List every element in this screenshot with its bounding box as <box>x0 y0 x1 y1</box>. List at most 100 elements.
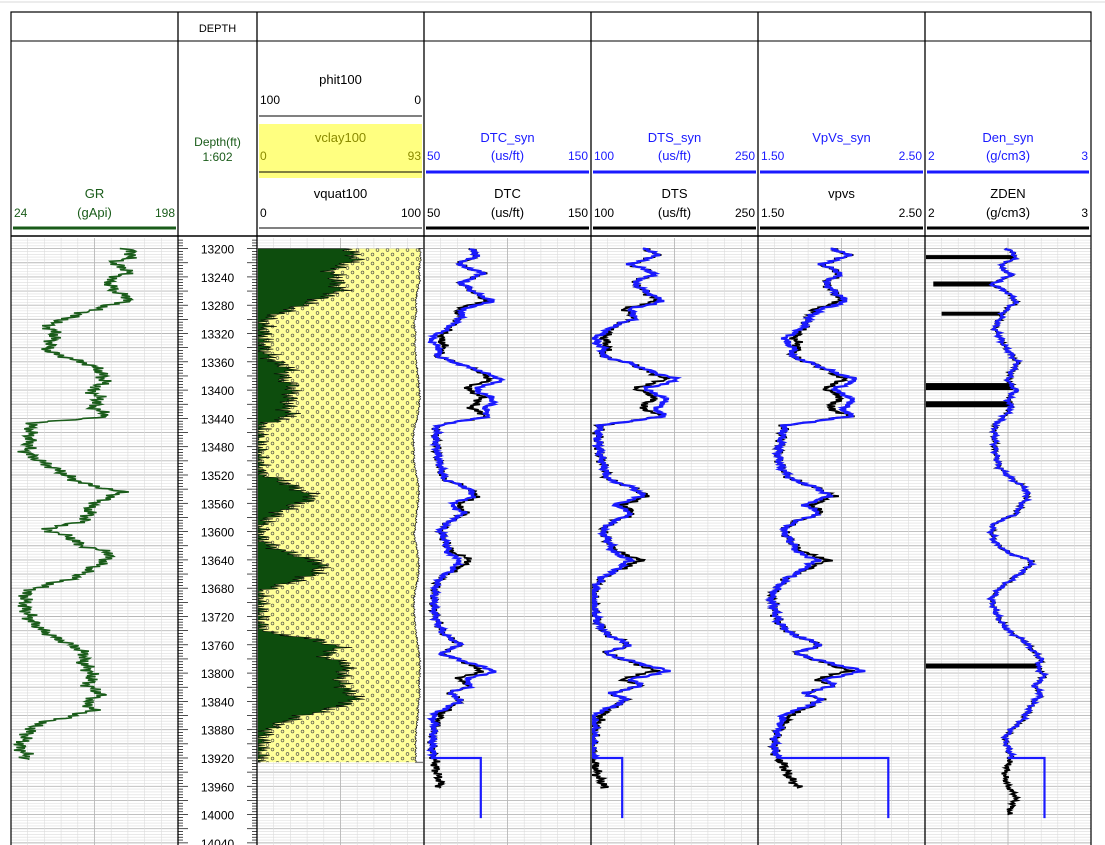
depth-tick-label: 13520 <box>201 469 235 483</box>
depth-tick-label: 13760 <box>201 639 235 653</box>
curve-min-VpVs_syn: 1.50 <box>761 149 785 163</box>
depth-tick-label: 14000 <box>201 809 235 823</box>
curve-name-vquat100: vquat100 <box>314 186 368 201</box>
depth-tick-label: 13840 <box>201 695 235 709</box>
vquat-fill <box>258 248 422 763</box>
depth-label-bg <box>191 326 244 341</box>
track-headers: DEPTH Depth(ft)1:602 GR (gApi) 24 198 phit100 1… <box>13 23 1089 230</box>
depth-label-bg <box>191 269 244 284</box>
curve-unit-Den_syn: (g/cm3) <box>986 148 1030 163</box>
curve-name-DTC: DTC <box>494 186 521 201</box>
depth-label-bg <box>191 609 244 624</box>
depth-label-bg <box>191 241 244 256</box>
curve-max-vclay100: 93 <box>408 149 422 163</box>
curve-unit-DTC_syn: (us/ft) <box>491 148 524 163</box>
den-synthetic-curve <box>986 247 1050 819</box>
depth-tick-label: 13480 <box>201 441 235 455</box>
curve-min-phit100: 100 <box>260 93 280 107</box>
curve-max-DTC_syn: 150 <box>568 149 588 163</box>
depth-axis-label: Depth(ft) <box>194 135 241 149</box>
grid-den <box>925 238 1091 845</box>
depth-label-bg <box>191 467 244 482</box>
depth-label-bg <box>191 496 244 511</box>
depth-tick-label: 13280 <box>201 299 235 313</box>
curve-name-vpvs: vpvs <box>828 186 855 201</box>
curve-min-DTC_syn: 50 <box>427 149 441 163</box>
depth-tick-label: 13240 <box>201 271 235 285</box>
depth-tick-label: 13880 <box>201 724 235 738</box>
curve-min-DTC: 50 <box>427 206 441 220</box>
grid-vpvs <box>758 238 925 845</box>
curve-min-Den_syn: 2 <box>928 149 935 163</box>
curve-name-GR: GR <box>85 186 105 201</box>
depth-label-bg <box>191 835 244 845</box>
depth-tick-label: 13320 <box>201 328 235 342</box>
log-curves <box>13 247 1050 819</box>
depth-tick-label: 13920 <box>201 752 235 766</box>
den-spike <box>926 383 1014 391</box>
depth-label-bg <box>191 694 244 709</box>
curve-name-DTS_syn: DTS_syn <box>648 130 701 145</box>
curve-min-ZDEN: 2 <box>928 206 935 220</box>
depth-label-bg <box>191 552 244 567</box>
curve-name-VpVs_syn: VpVs_syn <box>812 130 871 145</box>
curve-max-ZDEN: 3 <box>1081 206 1088 220</box>
vpvs-synthetic-curve <box>764 247 890 819</box>
grid-dtc <box>424 238 591 845</box>
curve-max-vpvs: 2.50 <box>899 206 923 220</box>
curve-name-ZDEN: ZDEN <box>990 186 1025 201</box>
depth-label-bg <box>191 722 244 737</box>
curve-min-vpvs: 1.50 <box>761 206 785 220</box>
curve-unit-DTS: (us/ft) <box>658 205 691 220</box>
grid-dts <box>591 238 758 845</box>
curve-name-Den_syn: Den_syn <box>982 130 1033 145</box>
curve-unit-GR: (gApi) <box>77 205 112 220</box>
outer-frame <box>10 11 1092 845</box>
depth-label-bg <box>191 298 244 313</box>
depth-label-bg <box>191 637 244 652</box>
curve-min-vquat100: 0 <box>260 206 267 220</box>
depth-tick-label: 13400 <box>201 384 235 398</box>
depth-label-bg <box>191 354 244 369</box>
curve-max-VpVs_syn: 2.50 <box>899 149 923 163</box>
phit-fill <box>411 248 423 763</box>
curve-unit-DTS_syn: (us/ft) <box>658 148 691 163</box>
curve-max-Den_syn: 3 <box>1081 149 1088 163</box>
grid-gr <box>11 238 178 845</box>
curve-name-vclay100: vclay100 <box>315 130 366 145</box>
depth-track-title: DEPTH <box>199 23 236 35</box>
depth-tick-label: 13560 <box>201 497 235 511</box>
depth-label-bg <box>191 581 244 596</box>
depth-ticks: 13200 13240 13280 13320 13360 13400 13440 13480… <box>178 239 257 845</box>
vclay-fill <box>258 248 365 763</box>
den-spike <box>933 281 994 287</box>
track-grids: 13200 13240 13280 13320 13360 13400 13440 13480… <box>11 238 1091 845</box>
curve-max-DTS: 250 <box>735 206 755 220</box>
dts-synthetic-curve <box>592 247 683 819</box>
vclay-header-highlight <box>259 124 422 178</box>
curve-name-DTS: DTS <box>662 186 688 201</box>
depth-label-bg <box>191 411 244 426</box>
den-spike <box>941 311 1000 316</box>
depth-tick-label: 13640 <box>201 554 235 568</box>
depth-label-bg <box>191 666 244 681</box>
depth-label-bg <box>191 807 244 822</box>
depth-label-bg <box>191 750 244 765</box>
curve-max-GR: 198 <box>155 206 175 220</box>
depth-tick-label: 13360 <box>201 356 235 370</box>
curve-min-DTS: 100 <box>594 206 614 220</box>
depth-tick-label: 13200 <box>201 243 235 257</box>
curve-max-phit100: 0 <box>414 93 421 107</box>
curve-max-vquat100: 100 <box>401 206 421 220</box>
curve-unit-DTC: (us/ft) <box>491 205 524 220</box>
depth-scale-label: 1:602 <box>202 150 232 164</box>
curve-unit-ZDEN: (g/cm3) <box>986 205 1030 220</box>
depth-label-bg <box>191 439 244 454</box>
curve-min-vclay100: 0 <box>260 149 267 163</box>
curve-name-DTC_syn: DTC_syn <box>480 130 534 145</box>
curve-min-DTS_syn: 100 <box>594 149 614 163</box>
den-spike <box>926 401 1013 408</box>
curve-min-GR: 24 <box>14 206 28 220</box>
